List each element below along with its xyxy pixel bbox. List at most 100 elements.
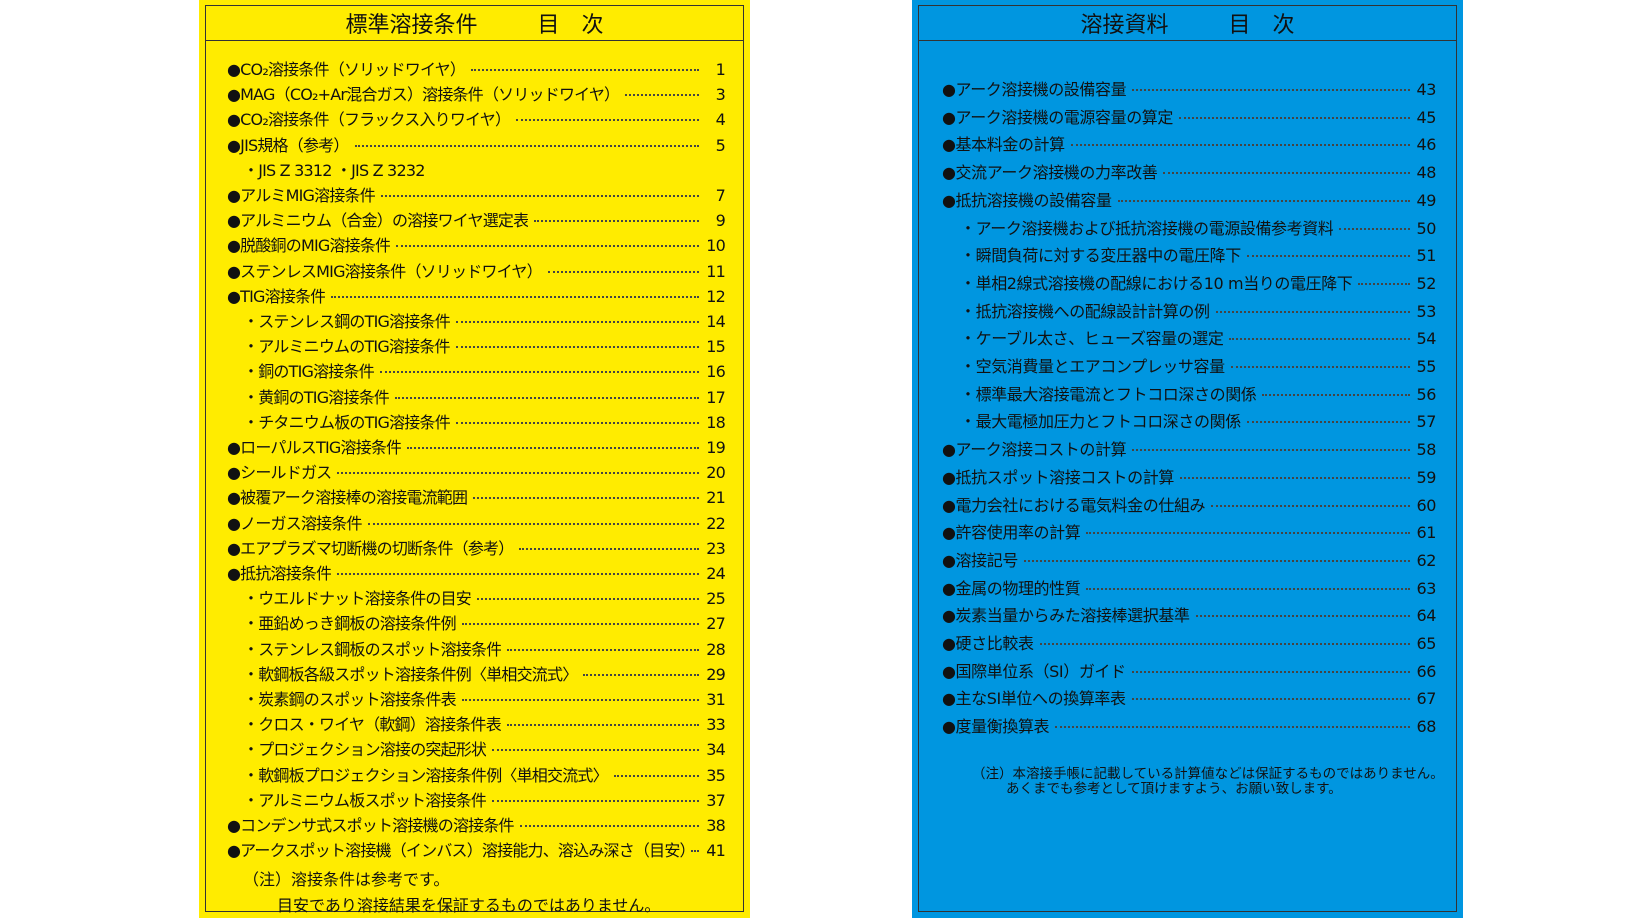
leader [461, 699, 699, 701]
toc-entry: ・単相2線式溶接機の配線における10 m当りの電圧降下 52 [960, 270, 1436, 294]
page-number: 46 [1416, 135, 1436, 155]
header: 溶接資料 目 次 [918, 5, 1457, 41]
entry-label: ●CO₂溶接条件（フラックス入りワイヤ） [227, 110, 511, 130]
page-number: 12 [706, 286, 726, 306]
toc-entry: ●ノーガス溶接条件 22 [227, 510, 726, 534]
entry-label: ●硬さ比較表 [942, 634, 1034, 653]
leader [1086, 587, 1410, 590]
toc-entry: ●抵抗溶接機の設備容量 49 [942, 187, 1436, 211]
toc-entry: ●交流アーク溶接機の力率改善 48 [942, 159, 1436, 183]
entry-label: ●抵抗溶接機の設備容量 [942, 190, 1112, 210]
leader [471, 69, 699, 71]
entry-label: ・クロス・ワイヤ（軟鋼）溶接条件表 [243, 715, 501, 735]
page-number: 62 [1416, 550, 1436, 570]
leader [492, 749, 699, 752]
page-number: 25 [706, 589, 726, 609]
page-number: 1 [715, 60, 726, 79]
leader [1179, 476, 1410, 479]
entry-label: ●電力会社における電気料金の仕組み [942, 495, 1206, 515]
toc-entry: ・アルミニウム板スポット溶接条件 37 [243, 787, 726, 811]
toc-entry: ●CO₂溶接条件（ソリッドワイヤ） 1 [227, 56, 726, 80]
page-number: 41 [706, 841, 726, 861]
page-number: 58 [1416, 440, 1436, 460]
entry-label: ●アークスポット溶接機（インバス）溶接能力、溶込み深さ（目安） [227, 841, 685, 861]
entry-label: ・空気消費量とエアコンプレッサ容量 [960, 357, 1225, 376]
leader [1229, 338, 1410, 341]
leader [534, 220, 699, 223]
toc-entry: ●アーク溶接機の電源容量の算定 45 [942, 104, 1436, 128]
entry-label: ・亜鉛めっき鋼板の溶接条件例 [243, 614, 456, 634]
page-number: 66 [1416, 661, 1436, 681]
toc-entry: ・ケーブル太さ、ヒューズ容量の選定 54 [960, 325, 1436, 349]
toc-entry: ●抵抗溶接条件 24 [227, 560, 726, 584]
toc-entry: ●度量衡換算表 68 [942, 713, 1436, 737]
page-number: 64 [1416, 606, 1436, 626]
leader [583, 673, 699, 676]
entry-label: ●国際単位系（SI）ガイド [942, 661, 1126, 681]
leader [519, 547, 699, 550]
entry-label: ●アーク溶接機の電源容量の算定 [942, 107, 1174, 127]
leader [354, 144, 699, 147]
entry-label: ●基本料金の計算 [942, 135, 1065, 155]
entry-label: ・抵抗溶接機への配線設計計算の例 [960, 301, 1210, 321]
toc-entry: ●主なSI単位への換算率表 67 [942, 685, 1436, 709]
page-number: 60 [1416, 495, 1436, 515]
page-number: 48 [1416, 163, 1436, 183]
page-number: 53 [1416, 301, 1436, 321]
page-number: 37 [706, 790, 726, 810]
page-number: 23 [706, 538, 726, 558]
header: 標準溶接条件 目 次 [205, 5, 744, 41]
page-number: 68 [1416, 717, 1436, 737]
toc-entry: ●溶接記号 62 [942, 547, 1436, 571]
entry-label: ●コンデンサ式スポット溶接機の溶接条件 [227, 816, 514, 835]
page-number: 24 [706, 564, 726, 583]
leader [396, 245, 699, 248]
page-number: 29 [706, 664, 726, 684]
entry-label: ●TIG溶接条件 [227, 286, 326, 306]
note: 目安であり溶接結果を保証するものではありません。 [277, 896, 661, 915]
page-number: 52 [1416, 273, 1436, 293]
entry-label: ・軟鋼板各級スポット溶接条件例〈単相交流式〉 [243, 664, 578, 684]
entry-label: ・標準最大溶接電流とフトコロ深さの関係 [960, 384, 1257, 404]
leader [613, 774, 699, 777]
toc-entry: ・炭素鋼のスポット溶接条件表 31 [243, 686, 726, 710]
toc-entry: ・瞬間負荷に対する変圧器中の電圧降下 51 [960, 242, 1436, 266]
leader [473, 497, 699, 500]
leader [1132, 449, 1410, 452]
leader [1358, 282, 1410, 285]
toc-entry: ●コンデンサ式スポット溶接機の溶接条件 38 [227, 812, 726, 836]
leader [1262, 393, 1410, 396]
toc-entry: ●アーク溶接コストの計算 58 [942, 436, 1436, 460]
leader [519, 825, 699, 827]
entry-label: ●ステンレスMIG溶接条件（ソリッドワイヤ） [227, 261, 542, 281]
title: 溶接資料 [1080, 13, 1169, 38]
entry-label: ●MAG（CO₂+Ar混合ガス）溶接条件（ソリッドワイヤ） [227, 85, 620, 105]
note: （注）本溶接手帳に記載している計算値などは保証するものではありません。 [972, 766, 1444, 782]
toc-entry: ●JIS規格（参考） 5 [227, 132, 726, 156]
entry-label: ・ケーブル太さ、ヒューズ容量の選定 [960, 329, 1224, 349]
page-number: 28 [706, 639, 726, 659]
page-number: 33 [706, 715, 726, 735]
entry-label: ●アーク溶接機の設備容量 [942, 80, 1127, 99]
page-number: 65 [1416, 634, 1436, 653]
page-number: 67 [1416, 689, 1436, 709]
leader [367, 522, 699, 525]
leader [407, 447, 699, 449]
toc-entry: ・クロス・ワイヤ（軟鋼）溶接条件表 33 [243, 711, 726, 735]
toc-entry: ・黄銅のTIG溶接条件 17 [243, 384, 726, 408]
entry-label: ・銅のTIG溶接条件 [243, 362, 374, 382]
toc-entry: ●TIG溶接条件 12 [227, 283, 726, 307]
toc-entry: ・アルミニウムのTIG溶接条件 15 [243, 333, 726, 357]
toc-entry: ●MAG（CO₂+Ar混合ガス）溶接条件（ソリッドワイヤ） 3 [227, 81, 726, 105]
page-number: 55 [1416, 357, 1436, 376]
page-number: 18 [706, 412, 726, 432]
subtitle: 目 次 [1228, 13, 1295, 38]
entry-label: ●被覆アーク溶接棒の溶接電流範囲 [227, 488, 468, 508]
entry-label: ・軟鋼板プロジェクション溶接条件例〈単相交流式〉 [243, 765, 608, 785]
entry-label: ●主なSI単位への換算率表 [942, 689, 1126, 709]
toc-entry: ・チタニウム板のTIG溶接条件 18 [243, 409, 726, 433]
page-number: 35 [706, 765, 726, 785]
page-number: 51 [1416, 246, 1436, 266]
toc-entry: ●脱酸銅のMIG溶接条件 10 [227, 232, 726, 256]
toc-entry: ●国際単位系（SI）ガイド 66 [942, 658, 1436, 682]
